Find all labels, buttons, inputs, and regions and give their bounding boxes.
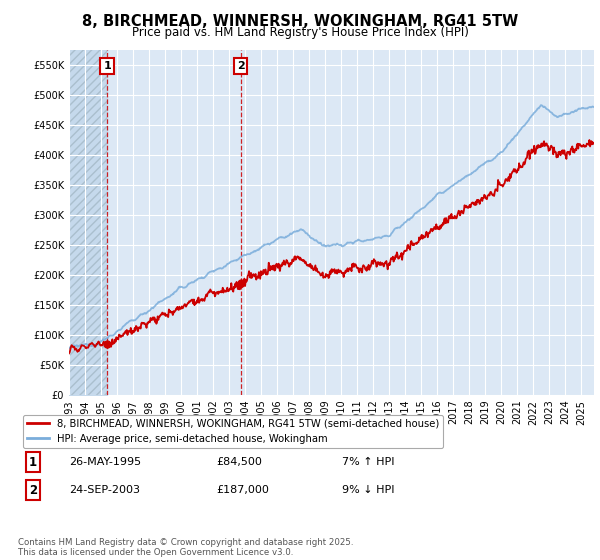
- Text: 26-MAY-1995: 26-MAY-1995: [69, 457, 141, 467]
- Text: £84,500: £84,500: [216, 457, 262, 467]
- Text: 1: 1: [103, 61, 111, 71]
- Text: 7% ↑ HPI: 7% ↑ HPI: [342, 457, 395, 467]
- Text: 24-SEP-2003: 24-SEP-2003: [69, 485, 140, 495]
- Text: £187,000: £187,000: [216, 485, 269, 495]
- Text: 8, BIRCHMEAD, WINNERSH, WOKINGHAM, RG41 5TW: 8, BIRCHMEAD, WINNERSH, WOKINGHAM, RG41 …: [82, 14, 518, 29]
- Text: Price paid vs. HM Land Registry's House Price Index (HPI): Price paid vs. HM Land Registry's House …: [131, 26, 469, 39]
- Text: Contains HM Land Registry data © Crown copyright and database right 2025.
This d: Contains HM Land Registry data © Crown c…: [18, 538, 353, 557]
- Text: 2: 2: [29, 483, 37, 497]
- Legend: 8, BIRCHMEAD, WINNERSH, WOKINGHAM, RG41 5TW (semi-detached house), HPI: Average : 8, BIRCHMEAD, WINNERSH, WOKINGHAM, RG41 …: [23, 415, 443, 448]
- Text: 2: 2: [237, 61, 245, 71]
- Text: 1: 1: [29, 455, 37, 469]
- Text: 9% ↓ HPI: 9% ↓ HPI: [342, 485, 395, 495]
